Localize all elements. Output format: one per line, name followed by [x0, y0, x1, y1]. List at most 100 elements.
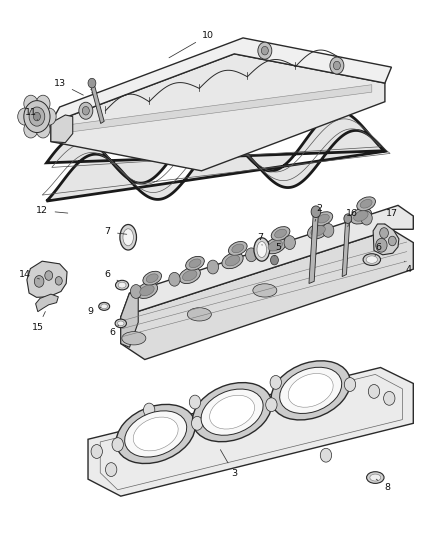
Circle shape: [42, 108, 56, 125]
Text: 13: 13: [53, 78, 83, 95]
Ellipse shape: [210, 395, 254, 429]
Ellipse shape: [136, 282, 158, 298]
Circle shape: [376, 238, 387, 252]
Ellipse shape: [253, 284, 277, 297]
Text: 12: 12: [36, 206, 68, 215]
Polygon shape: [342, 217, 350, 277]
Circle shape: [24, 121, 38, 138]
Circle shape: [45, 271, 53, 280]
Text: 2: 2: [315, 204, 322, 221]
Circle shape: [169, 272, 180, 286]
Polygon shape: [51, 115, 73, 143]
Polygon shape: [121, 229, 413, 360]
Circle shape: [106, 463, 117, 477]
Ellipse shape: [363, 254, 381, 265]
Ellipse shape: [307, 223, 329, 239]
Circle shape: [55, 277, 62, 285]
Ellipse shape: [117, 321, 124, 326]
Ellipse shape: [225, 255, 240, 266]
Circle shape: [344, 377, 356, 391]
Ellipse shape: [140, 285, 154, 296]
Polygon shape: [88, 368, 413, 496]
Circle shape: [258, 42, 272, 59]
Ellipse shape: [275, 229, 286, 238]
Ellipse shape: [146, 274, 158, 282]
Ellipse shape: [229, 241, 247, 255]
Polygon shape: [121, 293, 138, 348]
Ellipse shape: [95, 119, 105, 126]
Circle shape: [266, 398, 277, 411]
Text: 6: 6: [375, 244, 381, 256]
Polygon shape: [373, 224, 399, 255]
Ellipse shape: [116, 405, 195, 464]
Text: 16: 16: [346, 209, 358, 227]
Ellipse shape: [268, 240, 283, 251]
Ellipse shape: [222, 253, 243, 269]
Text: 7: 7: [258, 233, 264, 245]
Circle shape: [24, 101, 50, 133]
Ellipse shape: [357, 197, 375, 211]
Circle shape: [270, 375, 282, 389]
Circle shape: [18, 108, 32, 125]
Ellipse shape: [125, 411, 187, 457]
Ellipse shape: [123, 229, 134, 246]
Circle shape: [191, 416, 203, 430]
Circle shape: [384, 391, 395, 405]
Text: 14: 14: [19, 270, 39, 279]
Circle shape: [284, 236, 295, 249]
Circle shape: [361, 211, 372, 225]
Circle shape: [322, 223, 334, 237]
Circle shape: [34, 276, 44, 287]
Text: 8: 8: [376, 479, 390, 491]
Ellipse shape: [193, 383, 272, 442]
Circle shape: [112, 438, 124, 451]
Circle shape: [33, 112, 40, 121]
Circle shape: [207, 260, 219, 274]
Circle shape: [320, 448, 332, 462]
Ellipse shape: [201, 389, 263, 435]
Text: 3: 3: [220, 450, 237, 478]
Circle shape: [24, 95, 38, 112]
Polygon shape: [51, 38, 392, 123]
Circle shape: [389, 236, 396, 246]
Ellipse shape: [120, 224, 137, 250]
Circle shape: [368, 384, 380, 398]
Text: 9: 9: [87, 307, 101, 316]
Ellipse shape: [99, 302, 110, 310]
Ellipse shape: [179, 268, 200, 284]
Ellipse shape: [350, 208, 371, 224]
Text: 10: 10: [169, 31, 214, 58]
Circle shape: [36, 95, 50, 112]
Ellipse shape: [143, 271, 162, 285]
Ellipse shape: [318, 214, 329, 223]
Ellipse shape: [118, 282, 126, 288]
Ellipse shape: [116, 280, 129, 290]
Circle shape: [333, 61, 340, 70]
Ellipse shape: [101, 304, 107, 309]
Polygon shape: [90, 82, 104, 124]
Ellipse shape: [98, 120, 103, 124]
Ellipse shape: [183, 270, 197, 281]
Polygon shape: [27, 261, 67, 297]
Ellipse shape: [366, 256, 378, 263]
Circle shape: [330, 57, 344, 74]
Circle shape: [79, 102, 93, 119]
Circle shape: [131, 285, 142, 298]
Text: 6: 6: [109, 325, 119, 337]
Circle shape: [91, 445, 102, 458]
Text: 11: 11: [25, 108, 38, 120]
Ellipse shape: [271, 361, 350, 420]
Ellipse shape: [360, 199, 372, 208]
Circle shape: [271, 255, 279, 265]
Text: 5: 5: [275, 244, 281, 256]
Text: 6: 6: [105, 270, 118, 281]
Circle shape: [246, 248, 257, 262]
Text: 15: 15: [32, 312, 46, 332]
Ellipse shape: [314, 212, 333, 225]
Ellipse shape: [122, 332, 146, 345]
Polygon shape: [309, 211, 318, 284]
Circle shape: [261, 46, 268, 55]
Ellipse shape: [367, 472, 384, 483]
Ellipse shape: [370, 474, 381, 481]
Circle shape: [189, 395, 201, 409]
